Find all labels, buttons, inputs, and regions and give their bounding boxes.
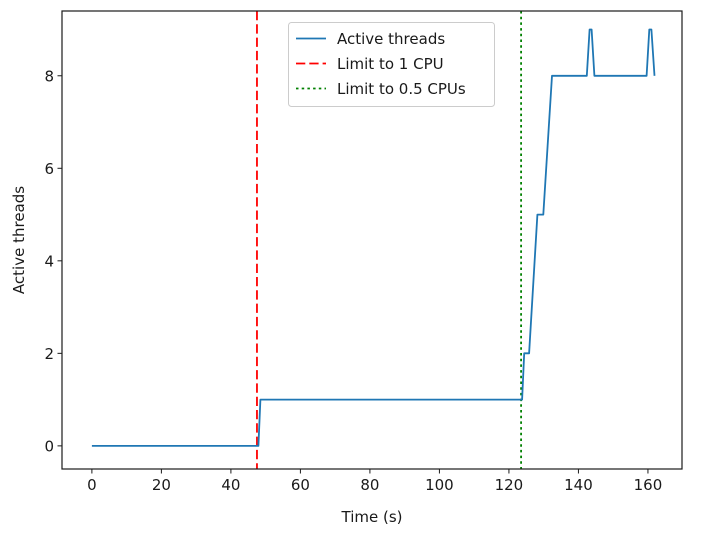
y-tick-label: 0 — [44, 437, 54, 455]
legend: Active threads Limit to 1 CPU Limit to 0.5… — [288, 22, 495, 107]
x-tick-label: 0 — [87, 476, 97, 494]
x-tick-label: 80 — [360, 476, 379, 494]
x-tick-label: 160 — [634, 476, 663, 494]
x-tick-label: 20 — [152, 476, 171, 494]
legend-box — [288, 22, 495, 107]
x-tick-label: 120 — [495, 476, 524, 494]
y-axis-label: Active threads — [10, 186, 28, 294]
active-threads-series-line — [91, 28, 656, 447]
legend-label-limit-to-0-5-cpus: Limit to 0.5 CPUs — [337, 80, 466, 98]
y-tick-label: 2 — [44, 345, 54, 363]
legend-label-limit-to-1-cpu: Limit to 1 CPU — [337, 55, 444, 73]
y-tick-label: 4 — [44, 252, 54, 270]
y-tick-label: 6 — [44, 160, 54, 178]
x-tick-label: 100 — [425, 476, 454, 494]
chart-generated-content: 0 20 40 60 80 100 120 140 160 0 2 4 6 8 Active threads… — [44, 11, 662, 494]
x-tick-label: 60 — [291, 476, 310, 494]
y-tick-label: 8 — [44, 67, 54, 85]
x-tick-label: 40 — [221, 476, 240, 494]
legend-label-active-threads: Active threads — [337, 30, 445, 48]
plot-border — [61, 10, 683, 470]
x-axis-label: Time (s) — [341, 508, 403, 526]
x-tick-label: 140 — [564, 476, 593, 494]
